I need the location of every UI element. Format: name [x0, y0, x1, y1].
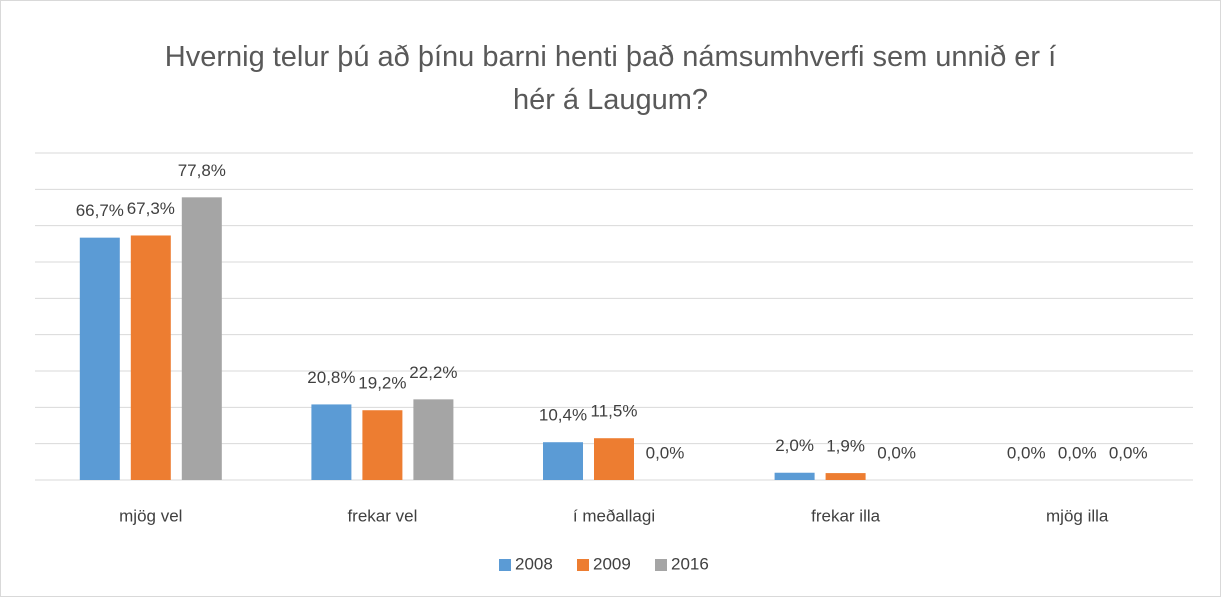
bar — [594, 438, 634, 480]
chart-title: Hvernig telur þú að þínu barni henti það… — [164, 41, 1057, 116]
bar — [825, 473, 866, 480]
data-label: 20,8% — [307, 368, 355, 387]
data-label: 66,7% — [76, 201, 124, 220]
bar — [130, 235, 171, 480]
data-label: 67,3% — [127, 199, 175, 218]
bar — [413, 399, 454, 480]
data-label: 0,0% — [1058, 443, 1097, 462]
data-label: 0,0% — [646, 443, 685, 462]
x-tick-label: frekar illa — [811, 506, 881, 525]
legend-label: 2009 — [593, 554, 631, 573]
data-label: 77,8% — [178, 161, 226, 180]
data-label: 0,0% — [1109, 443, 1148, 462]
data-label: 1,9% — [826, 437, 865, 456]
data-label: 19,2% — [358, 374, 406, 393]
bar — [311, 404, 352, 480]
legend-swatch — [577, 559, 589, 571]
bar — [774, 472, 815, 480]
bar — [543, 442, 583, 480]
x-tick-label: mjög vel — [119, 506, 182, 525]
data-label: 2,0% — [775, 436, 814, 455]
x-tick-label: í meðallagi — [573, 506, 655, 525]
bar — [362, 410, 403, 480]
legend-label: 2016 — [671, 554, 709, 573]
bar — [79, 237, 120, 480]
data-label: 11,5% — [591, 402, 638, 421]
x-tick-label: frekar vel — [347, 506, 417, 525]
data-label: 0,0% — [877, 443, 916, 462]
bar — [181, 197, 222, 480]
x-tick-label: mjög illa — [1046, 506, 1109, 525]
legend-swatch — [655, 559, 667, 571]
legend-swatch — [499, 559, 511, 571]
data-label: 0,0% — [1007, 443, 1046, 462]
data-label: 10,4% — [539, 406, 587, 425]
data-label: 22,2% — [409, 363, 457, 382]
legend-label: 2008 — [515, 554, 553, 573]
